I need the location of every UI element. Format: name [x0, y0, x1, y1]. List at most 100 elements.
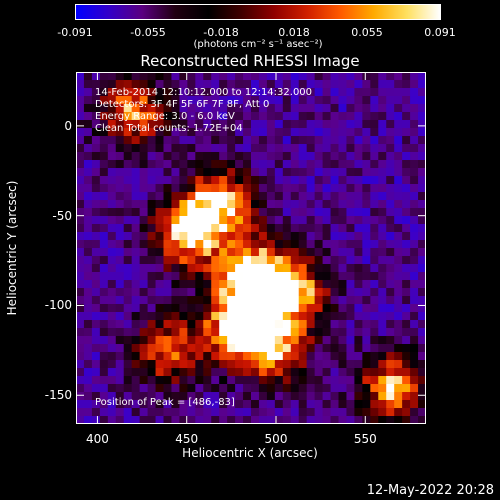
heatmap-cell	[394, 320, 403, 329]
heatmap-cell	[83, 192, 93, 201]
heatmap-cell	[290, 352, 300, 361]
heatmap-cell	[402, 384, 411, 393]
heatmap-cell	[410, 200, 419, 209]
heatmap-cell	[227, 232, 236, 241]
heatmap-cell	[195, 168, 204, 177]
heatmap-cell	[219, 80, 228, 89]
heatmap-cell	[402, 216, 411, 225]
heatmap-cell	[370, 112, 379, 121]
heatmap-cell	[171, 168, 180, 177]
heatmap-cell	[99, 208, 109, 217]
heatmap-cell	[354, 168, 363, 177]
heatmap-cell	[314, 88, 324, 97]
heatmap-cell	[378, 256, 387, 265]
heatmap-cell	[115, 392, 125, 401]
heatmap-cell	[378, 232, 387, 241]
heatmap-cell	[362, 360, 371, 369]
heatmap-cell	[370, 192, 379, 201]
heatmap-cell	[243, 408, 252, 417]
heatmap-cell	[410, 240, 419, 249]
heatmap-cell	[314, 376, 324, 385]
heatmap-cell	[266, 104, 276, 113]
heatmap-cell	[155, 272, 165, 281]
heatmap-cell	[123, 176, 133, 185]
heatmap-cell	[394, 104, 403, 113]
heatmap-cell	[298, 144, 308, 153]
heatmap-cell	[131, 352, 141, 361]
heatmap-cell	[274, 144, 284, 153]
heatmap-cell	[394, 216, 403, 225]
heatmap-cell	[418, 168, 426, 177]
heatmap-cell	[235, 384, 244, 393]
heatmap-cell	[410, 160, 419, 169]
heatmap-cell	[282, 288, 292, 297]
heatmap-cell	[195, 104, 204, 113]
heatmap-cell	[298, 168, 308, 177]
heatmap-cell	[378, 72, 387, 81]
heatmap-cell	[338, 256, 348, 265]
heatmap-cell	[266, 264, 276, 273]
heatmap-cell	[195, 336, 204, 345]
heatmap-cell	[251, 112, 260, 121]
heatmap-cell	[274, 72, 284, 81]
heatmap-cell	[115, 336, 125, 345]
heatmap-cell	[123, 216, 133, 225]
heatmap-cell	[115, 120, 125, 129]
heatmap-cell	[378, 280, 387, 289]
heatmap-cell	[378, 408, 387, 417]
heatmap-cell	[322, 144, 332, 153]
heatmap-cell	[298, 160, 308, 169]
heatmap-cell	[298, 400, 308, 409]
heatmap-cell	[362, 336, 371, 345]
heatmap-cell	[322, 224, 332, 233]
heatmap-cell	[219, 344, 228, 353]
heatmap-cell	[354, 120, 363, 129]
heatmap-cell	[258, 168, 268, 177]
heatmap-cell	[91, 224, 101, 233]
heatmap-cell	[99, 360, 109, 369]
heatmap-cell	[362, 112, 371, 121]
heatmap-cell	[171, 136, 180, 145]
heatmap-cell	[354, 384, 363, 393]
heatmap-cell	[258, 72, 268, 81]
heatmap-cell	[187, 96, 196, 105]
heatmap-cell	[314, 400, 324, 409]
heatmap-cell	[227, 128, 236, 137]
heatmap-cell	[354, 336, 363, 345]
heatmap-cell	[115, 96, 125, 105]
heatmap-cell	[418, 264, 426, 273]
heatmap-cell	[290, 344, 300, 353]
heatmap-cell	[243, 152, 252, 161]
heatmap-cell	[386, 328, 395, 337]
heatmap-cell	[410, 184, 419, 193]
heatmap-cell	[219, 88, 228, 97]
heatmap-cell	[362, 144, 371, 153]
heatmap-cell	[139, 376, 149, 385]
heatmap-cell	[274, 288, 284, 297]
heatmap-cell	[131, 104, 141, 113]
heatmap-cell	[410, 272, 419, 281]
heatmap-cell	[203, 368, 212, 377]
heatmap-cell	[91, 184, 101, 193]
heatmap-cell	[203, 344, 212, 353]
heatmap-cell	[378, 384, 387, 393]
heatmap-cell	[298, 120, 308, 129]
heatmap-cell	[171, 104, 180, 113]
heatmap-cell	[346, 256, 355, 265]
heatmap-cell	[290, 224, 300, 233]
heatmap-cell	[179, 112, 188, 121]
heatmap-cell	[378, 88, 387, 97]
heatmap-cell	[322, 296, 332, 305]
heatmap-cell	[115, 344, 125, 353]
heatmap-cell	[195, 240, 204, 249]
heatmap-cell	[179, 224, 188, 233]
heatmap-cell	[83, 272, 93, 281]
heatmap-cell	[394, 256, 403, 265]
heatmap-cell	[147, 216, 157, 225]
heatmap-cell	[282, 216, 292, 225]
heatmap-cell	[171, 88, 180, 97]
heatmap-cell	[163, 192, 173, 201]
heatmap-cell	[211, 104, 220, 113]
heatmap-cell	[258, 80, 268, 89]
heatmap-cell	[314, 304, 324, 313]
